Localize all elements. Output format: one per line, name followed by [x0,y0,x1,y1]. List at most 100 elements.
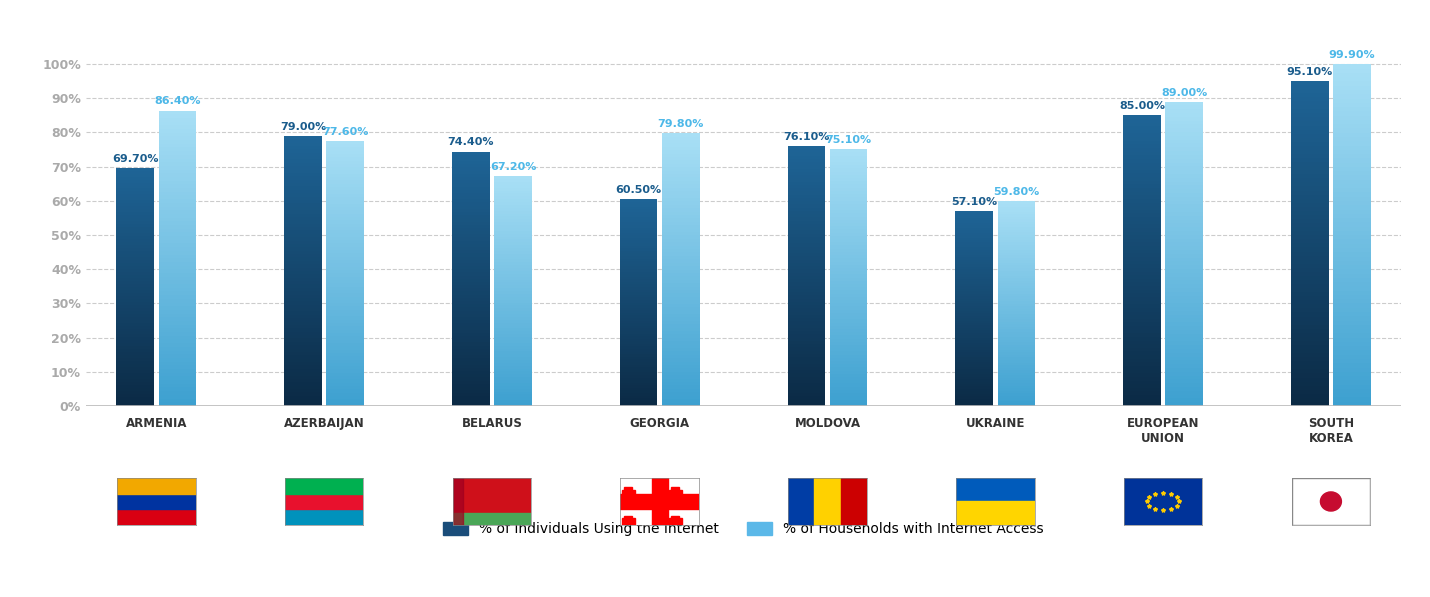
Bar [1165,178,1203,181]
Bar [116,364,154,367]
Bar [829,367,868,371]
Bar [619,292,658,295]
Bar [1291,280,1328,284]
Bar [829,287,868,290]
Bar [326,230,365,233]
Bar [1333,287,1371,291]
Bar [1291,235,1328,239]
Bar [452,336,489,339]
Bar [495,216,532,219]
Bar [452,158,489,161]
Bar [452,346,489,349]
Bar [495,325,532,328]
Bar [788,334,825,338]
Bar [1123,184,1161,188]
Bar [1165,231,1203,235]
Bar [662,386,699,389]
Bar [1123,326,1161,330]
Bar [159,306,196,310]
Bar [788,162,825,165]
Bar [452,396,489,399]
Bar [1165,136,1203,140]
Bar [285,359,322,362]
Bar [829,268,868,271]
Bar [495,368,532,371]
Bar [1165,189,1203,193]
Bar [452,241,489,244]
Bar [452,365,489,368]
Bar [662,331,699,334]
Bar [662,362,699,365]
Bar [662,389,699,392]
Bar [829,281,868,284]
Bar [116,257,154,260]
Bar [495,349,532,352]
Bar [619,321,658,323]
Bar [116,388,154,391]
Bar [1165,296,1203,300]
Bar [326,190,365,193]
Bar [955,276,992,279]
Bar [1291,223,1328,227]
Bar [159,177,196,181]
Bar [788,240,825,244]
Bar [116,313,154,316]
Bar [1291,170,1328,174]
Bar [326,210,365,214]
Bar [452,387,489,390]
Bar [452,263,489,266]
Bar [285,369,322,372]
Bar [829,149,868,152]
Bar [955,247,992,250]
Bar [159,317,196,321]
Bar [998,304,1035,306]
Bar [1165,353,1203,356]
Bar [788,296,825,298]
Bar [955,238,992,240]
Bar [1165,261,1203,265]
Bar [1291,304,1328,309]
Bar [495,331,532,334]
Bar [1123,202,1161,206]
Bar [452,295,489,298]
Bar [998,217,1035,219]
Bar [495,300,532,303]
Bar [662,287,699,290]
Bar [1333,201,1371,205]
Bar [1123,221,1161,224]
Bar [1333,218,1371,222]
Bar [955,223,992,225]
Bar [998,245,1035,248]
Bar [622,490,635,497]
Bar [326,250,365,253]
Bar [116,334,154,337]
Bar [1123,250,1161,253]
Bar [326,300,365,303]
Bar [955,362,992,365]
Bar [788,230,825,233]
Bar [285,274,322,278]
Bar [1333,359,1371,363]
Bar [452,285,489,288]
Bar [116,301,154,304]
Bar [326,340,365,343]
Bar [1291,398,1328,402]
Bar [495,354,532,357]
Bar [495,236,532,239]
Bar [829,259,868,261]
Bar [1333,73,1371,77]
Bar [662,341,699,344]
Bar [116,263,154,266]
Bar [619,401,658,404]
Bar [1291,284,1328,288]
Bar [788,217,825,220]
Bar [1165,128,1203,132]
Bar [619,396,658,398]
Bar [955,357,992,359]
Bar [159,151,196,155]
Bar [495,398,532,400]
Bar [788,256,825,260]
Bar [619,253,658,256]
Bar [1333,372,1371,376]
Bar [619,380,658,383]
